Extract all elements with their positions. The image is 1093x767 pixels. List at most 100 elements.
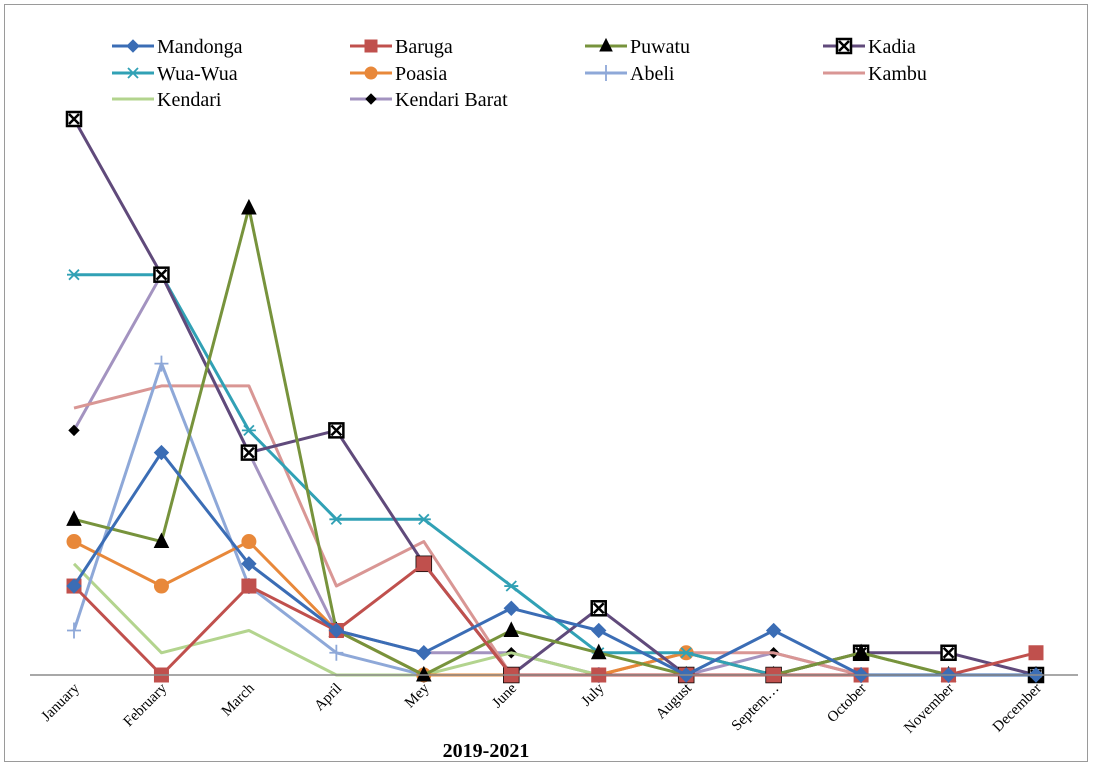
- x-axis-title: 2019-2021: [443, 740, 530, 762]
- series-line-poasia: [73, 540, 1036, 677]
- point-kadia-11-cross: [942, 646, 955, 659]
- legend-label: Abeli: [630, 63, 675, 85]
- point-abeli-4: [329, 644, 344, 661]
- x-tick-label: June: [489, 680, 520, 711]
- legend-marker: [599, 65, 613, 81]
- point-wua-wua-1: [67, 269, 81, 281]
- point-poasia-3: [241, 534, 257, 550]
- x-tick-label: March: [219, 680, 258, 719]
- series-line-kendari-barat: [72, 273, 1036, 677]
- x-tick-label: November: [901, 681, 957, 737]
- x-tick-label: December: [990, 681, 1045, 736]
- x-tick-label: August: [653, 680, 696, 723]
- legend-item-kendari-barat: Kendari Barat: [350, 89, 508, 111]
- point-kadia-3: [240, 444, 258, 461]
- point-mandonga-1: [66, 578, 82, 594]
- point-abeli-2: [154, 355, 169, 372]
- point-mandonga-3: [241, 556, 257, 572]
- point-puwatu-10: [853, 643, 869, 660]
- x-tick-label: April: [311, 681, 345, 715]
- point-kendari-barat-1: [68, 424, 80, 437]
- point-kadia-3-cross: [243, 446, 255, 459]
- point-wua-wua-8: [679, 647, 694, 659]
- legend-marker: [599, 37, 613, 52]
- point-mandonga-4: [328, 622, 345, 639]
- x-tick-label: October: [824, 681, 869, 726]
- point-poasia-2: [153, 578, 169, 594]
- legend-marker-cross: [838, 40, 850, 52]
- point-puwatu-5: [416, 665, 432, 682]
- point-baruga-3: [241, 578, 257, 594]
- legend-label: Baruga: [395, 36, 453, 58]
- series-line-kadia: [72, 118, 1037, 677]
- series-puwatu: [66, 198, 1044, 682]
- legend-item-kambu: Kambu: [823, 63, 927, 85]
- series-mandonga: [66, 444, 1044, 683]
- series-layer: [65, 110, 1045, 684]
- point-kadia-11: [940, 644, 957, 662]
- chart-frame: [4, 4, 1088, 762]
- series-kambu: [73, 384, 1036, 677]
- point-kadia-4: [328, 422, 345, 439]
- legend-item-mandonga: Mandonga: [112, 36, 243, 58]
- point-puwatu-3: [241, 198, 257, 215]
- series-line-kambu: [73, 384, 1036, 677]
- legend-marker: [364, 39, 378, 53]
- point-mandonga-2: [153, 444, 170, 461]
- point-puwatu-7: [590, 643, 607, 660]
- legend-label: Puwatu: [630, 36, 690, 58]
- point-abeli-1: [67, 622, 81, 639]
- x-tick-label: Septem…: [729, 681, 783, 735]
- point-puwatu-6: [503, 621, 520, 638]
- point-puwatu-1: [66, 510, 82, 526]
- point-mandonga-5: [416, 645, 432, 661]
- point-wua-wua-4: [329, 513, 344, 525]
- point-mandonga-9: [765, 622, 782, 639]
- legend-label: Kambu: [868, 63, 927, 85]
- legend-marker: [364, 66, 378, 80]
- legend-item-kendari: Kendari: [112, 89, 222, 111]
- series-line-abeli: [72, 362, 1036, 677]
- x-tick-labels: January February March April Mey June July Augu…: [39, 680, 1045, 737]
- point-mandonga-6: [503, 600, 519, 616]
- legend-label: Kendari Barat: [395, 89, 508, 111]
- series-line-wua-wua: [74, 273, 1036, 677]
- point-baruga-5: [416, 556, 432, 572]
- point-baruga-12: [1028, 645, 1044, 661]
- point-kadia-4-cross: [330, 424, 343, 437]
- legend-label: Wua-Wua: [157, 63, 238, 85]
- x-tick-label: January: [39, 680, 84, 725]
- point-kadia-2: [153, 266, 170, 283]
- legend-item-kadia: Kadia: [823, 36, 916, 58]
- legend-marker: [365, 93, 377, 105]
- legend-marker: [126, 67, 140, 79]
- legend-item-wua-wua: Wua-Wua: [112, 63, 238, 85]
- point-wua-wua-6: [504, 580, 519, 592]
- point-kadia-1: [65, 110, 83, 128]
- x-tick-label: February: [121, 680, 171, 730]
- legend-label: Mandonga: [157, 36, 243, 58]
- legend-label: Kadia: [868, 36, 916, 58]
- legend-marker: [126, 39, 140, 53]
- point-kadia-1-cross: [68, 113, 80, 125]
- legend-label: Poasia: [395, 63, 447, 85]
- point-wua-wua-3: [241, 424, 256, 436]
- x-tick-label: July: [579, 680, 608, 709]
- legend-marker: [835, 37, 853, 55]
- legend: Mandonga Baruga Puwatu Kadia Wua-Wua Poasia Ab…: [112, 36, 927, 111]
- point-wua-wua-5: [416, 513, 431, 525]
- point-poasia-1: [66, 534, 82, 550]
- point-puwatu-2: [153, 532, 170, 549]
- point-kadia-2-cross: [155, 268, 168, 281]
- legend-item-poasia: Poasia: [350, 63, 447, 85]
- legend-label: Kendari: [157, 89, 222, 111]
- series-line-puwatu: [73, 206, 1036, 677]
- point-kadia-7-cross: [592, 602, 605, 615]
- legend-item-puwatu: Puwatu: [585, 36, 690, 58]
- legend-item-baruga: Baruga: [350, 36, 453, 58]
- point-kadia-7: [590, 600, 607, 617]
- point-mandonga-7: [591, 622, 607, 639]
- legend-item-abeli: Abeli: [585, 63, 675, 85]
- x-tick-label: Mey: [402, 680, 433, 711]
